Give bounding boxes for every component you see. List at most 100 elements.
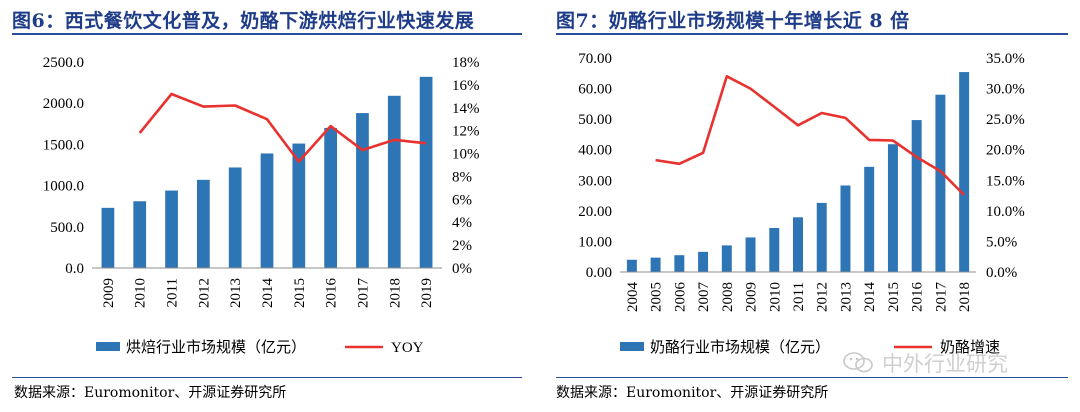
fig7-yright-tick: 35.0% (986, 51, 1025, 67)
fig7-bar (864, 166, 875, 272)
fig6-x-tick: 2012 (196, 278, 212, 308)
fig7-bar (887, 144, 898, 272)
fig7-yright-tick: 15.0% (986, 173, 1025, 189)
watermark-text: 中外行业研究 (882, 352, 1008, 376)
fig7-bar (626, 259, 637, 272)
fig6-yright-tick: 14% (452, 101, 480, 117)
fig7-x-tick: 2004 (625, 282, 641, 313)
fig6-yright-tick: 10% (452, 147, 480, 163)
fig7-bar (745, 237, 756, 272)
fig7-x-tick: 2008 (720, 282, 736, 312)
fig7-x-tick: 2005 (649, 282, 665, 312)
fig6-legend-bar-label: 烘焙行业市场规模（亿元） (126, 339, 306, 356)
fig6-yright-tick: 0% (452, 261, 472, 277)
fig7-x-tick: 2007 (696, 282, 712, 313)
fig6-yleft-tick: 0.0 (65, 261, 84, 277)
fig7-x-tick: 2012 (815, 282, 831, 312)
figure7-chart: 0.00 10.00 20.00 30.00 40.00 50.00 60.00 70.00 0… (578, 51, 1025, 356)
fig7-bar (721, 245, 732, 272)
fig6-bar (133, 201, 147, 268)
fig6-bar (260, 153, 274, 268)
figure7-title: 图7：奶酪行业市场规模十年增长近 8 倍 (556, 10, 910, 32)
fig6-yright-tick: 6% (452, 192, 472, 208)
fig6-line-series (138, 92, 427, 163)
fig6-yright-tick: 18% (452, 55, 480, 71)
fig6-yleft-tick: 2000.0 (43, 96, 84, 112)
fig6-yleft-tick: 500.0 (50, 220, 84, 236)
fig6-yright-tick: 16% (452, 78, 480, 94)
fig6-x-tick: 2014 (260, 278, 276, 309)
figure7-bottom-rule (556, 377, 1068, 378)
fig6-yleft-tick: 1000.0 (43, 179, 84, 195)
fig6-yleft-tick: 1500.0 (43, 137, 84, 153)
fig7-legend-bar-label: 奶酪行业市场规模（亿元） (650, 339, 830, 356)
fig7-bar (698, 251, 709, 272)
figure6-chart: 0.0 500.0 1000.0 1500.0 2000.0 2500.0 0% 2% 4% 6%… (43, 55, 480, 356)
fig7-bar (911, 120, 922, 272)
fig7-yleft-tick: 60.00 (578, 82, 612, 98)
fig6-yright-tick: 8% (452, 169, 472, 185)
fig6-bar (356, 113, 369, 268)
fig6-bar (419, 76, 433, 268)
fig7-x-tick: 2014 (862, 282, 878, 313)
fig7-yleft-tick: 70.00 (578, 51, 612, 67)
fig6-yright-tick: 2% (452, 238, 472, 254)
fig7-x-tick: 2010 (767, 282, 783, 312)
fig7-yleft-tick: 40.00 (578, 143, 612, 159)
fig7-bar (769, 227, 780, 272)
fig7-x-tick: 2016 (910, 282, 926, 313)
fig7-bar (793, 217, 803, 272)
figure6-title-rule (12, 33, 522, 35)
fig6-x-tick: 2010 (133, 278, 149, 308)
fig6-bar (228, 167, 242, 268)
fig6-x-tick: 2017 (355, 278, 371, 309)
fig7-x-tick: 2018 (957, 282, 973, 312)
fig7-yleft-tick: 50.00 (578, 112, 612, 128)
fig7-yleft-tick: 10.00 (578, 234, 612, 250)
fig7-bar (650, 257, 661, 272)
fig7-x-tick: 2011 (791, 282, 807, 311)
wechat-logo-icon (843, 352, 873, 373)
fig7-yleft-tick: 0.00 (586, 265, 612, 281)
fig6-bar (292, 143, 306, 268)
fig7-yright-tick: 20.0% (986, 143, 1025, 159)
fig7-bar (935, 94, 946, 272)
fig7-line-series (655, 75, 966, 196)
fig7-bar (674, 255, 685, 272)
fig7-x-tick: 2009 (744, 282, 760, 312)
fig6-x-tick: 2018 (387, 278, 403, 308)
fig6-legend-line-label: YOY (391, 340, 424, 356)
fig7-yright-tick: 5.0% (986, 234, 1017, 250)
fig7-yright-tick: 0.0% (986, 265, 1017, 281)
fig6-yright-tick: 12% (452, 124, 480, 140)
fig7-x-tick: 2006 (672, 282, 688, 313)
fig6-x-tick: 2016 (324, 278, 340, 309)
fig6-bar (387, 95, 401, 268)
fig7-x-tick: 2013 (838, 282, 854, 312)
fig7-bar (840, 185, 851, 272)
fig7-legend-line-label: 奶酪增速 (940, 339, 1000, 356)
fig6-bar (101, 207, 115, 268)
fig6-x-tick: 2013 (228, 278, 244, 308)
fig6-yright-tick: 4% (452, 215, 472, 231)
figure6-title: 图6：西式餐饮文化普及，奶酪下游烘焙行业快速发展 (12, 10, 475, 32)
fig7-yleft-tick: 30.00 (578, 173, 612, 189)
figure6-source: 数据来源：Euromonitor、开源证券研究所 (14, 385, 287, 401)
fig6-x-tick: 2011 (165, 278, 181, 307)
fig7-yright-tick: 30.0% (986, 82, 1025, 98)
fig6-bar (197, 179, 210, 268)
fig6-yleft-tick: 2500.0 (43, 55, 84, 71)
fig6-bar (324, 127, 337, 268)
fig7-bar (816, 202, 827, 272)
fig7-x-tick: 2015 (886, 282, 902, 312)
fig6-x-tick: 2015 (292, 278, 308, 308)
figure6-bottom-rule (12, 377, 522, 378)
fig7-legend-bar-swatch (620, 342, 644, 351)
fig7-yright-tick: 10.0% (986, 204, 1025, 220)
fig6-x-tick: 2009 (101, 278, 117, 308)
figure7-title-rule (556, 33, 1068, 35)
figure7-source: 数据来源：Euromonitor、开源证券研究所 (556, 385, 829, 401)
fig7-yleft-tick: 20.00 (578, 204, 612, 220)
watermark: 中外行业研究 (842, 346, 1072, 376)
fig7-yright-tick: 25.0% (986, 112, 1025, 128)
